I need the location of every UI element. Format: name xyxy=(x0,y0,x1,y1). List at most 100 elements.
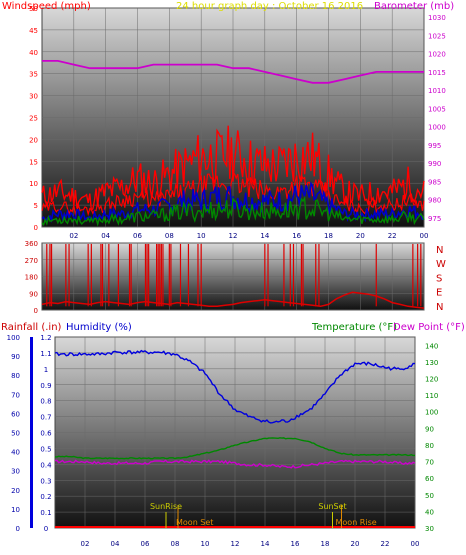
baro-y-tick: 1010 xyxy=(428,87,446,95)
direction-y-tick: 180 xyxy=(25,274,38,282)
temperature-y-axis: 30 40 50 60 70 80 90 100 110 120 130 140 xyxy=(425,342,438,533)
rainfall-y-tick: 1.1 xyxy=(40,350,51,358)
compass-letter: N xyxy=(436,245,443,256)
rainfall-y-tick: 0.7 xyxy=(40,414,51,422)
baro-y-tick: 1005 xyxy=(428,105,446,113)
barometer-series-line xyxy=(42,60,424,84)
temp-x-tick: 02 xyxy=(81,540,90,548)
rainfall-y-tick: 0.6 xyxy=(40,430,52,438)
humidity-series-line xyxy=(54,349,416,424)
humidity-y-tick: 60 xyxy=(11,410,20,418)
humidity-y-tick: 90 xyxy=(11,353,20,361)
wind-y-tick: 25 xyxy=(29,115,38,123)
temperature-y-tick: 110 xyxy=(425,392,438,400)
temperature-y-tick: 90 xyxy=(425,425,434,433)
humidity-y-tick: 10 xyxy=(11,506,20,514)
rainfall-y-tick: 0 xyxy=(44,525,48,533)
rainfall-y-tick: 1 xyxy=(44,366,48,374)
sunrise-label: SunRise xyxy=(150,502,182,511)
temperature-y-tick: 80 xyxy=(425,442,434,450)
astro-markers: SunRise SunSet Moon Set Moon Rise xyxy=(150,502,377,528)
wind-x-tick: 06 xyxy=(133,232,142,240)
baro-y-tick: 985 xyxy=(428,178,441,186)
moonset-label: Moon Set xyxy=(176,518,213,527)
temperature-y-tick: 30 xyxy=(425,525,434,533)
rainfall-y-tick: 0.2 xyxy=(40,493,51,501)
wind-grid xyxy=(42,7,425,228)
rainfall-y-tick: 1.2 xyxy=(40,334,51,342)
moonrise-label: Moon Rise xyxy=(336,518,377,527)
direction-y-tick: 270 xyxy=(25,257,38,265)
direction-y-tick: 360 xyxy=(25,240,38,248)
baro-y-tick: 980 xyxy=(428,197,441,205)
temp-x-tick: 04 xyxy=(111,540,120,548)
wind-x-axis: 02 04 06 08 10 12 14 16 18 20 22 00 xyxy=(69,232,428,240)
humidity-y-tick: 0 xyxy=(16,525,20,533)
humidity-y-tick: 20 xyxy=(11,487,20,495)
gust-series-line xyxy=(41,125,425,212)
temp-x-axis: 02 04 06 08 10 12 14 16 18 20 22 00 xyxy=(81,540,420,548)
direction-y-tick: 90 xyxy=(29,290,38,298)
temp-x-tick: 14 xyxy=(261,540,270,548)
temperature-y-tick: 140 xyxy=(425,342,438,350)
temperature-series-line xyxy=(54,437,415,460)
compass-letter: E xyxy=(436,288,442,299)
baro-y-tick: 1030 xyxy=(428,14,446,22)
wind-y-tick: 10 xyxy=(29,180,38,188)
wind-y-tick: 0 xyxy=(34,224,38,232)
temperature-y-tick: 60 xyxy=(425,475,434,483)
temp-x-tick: 12 xyxy=(231,540,240,548)
humidity-y-tick: 30 xyxy=(11,468,20,476)
baro-y-tick: 1020 xyxy=(428,51,446,59)
compass-letter: W xyxy=(436,259,446,270)
wind-x-tick: 04 xyxy=(101,232,110,240)
rain-axis-bar xyxy=(30,337,33,528)
wind-x-tick: 14 xyxy=(260,232,269,240)
wind-x-tick: 20 xyxy=(356,232,365,240)
temperature-y-tick: 40 xyxy=(425,508,434,516)
humidity-y-tick: 80 xyxy=(11,372,20,380)
temp-x-tick: 10 xyxy=(201,540,210,548)
baro-y-tick: 990 xyxy=(428,160,441,168)
wind-x-tick: 10 xyxy=(197,232,206,240)
dewpoint-series-line xyxy=(54,459,416,469)
temp-x-tick: 08 xyxy=(171,540,180,548)
temperature-y-tick: 120 xyxy=(425,376,438,384)
humidity-y-axis: 0 10 20 30 40 50 60 70 80 90 100 xyxy=(7,334,20,533)
temp-x-tick: 06 xyxy=(141,540,150,548)
windspeed-title: Windspeed (mph) xyxy=(2,1,91,12)
wind-x-tick: 12 xyxy=(229,232,238,240)
rainfall-title: Rainfall (.in) xyxy=(1,322,62,333)
temp-x-tick: 20 xyxy=(351,540,360,548)
baro-y-tick: 975 xyxy=(428,215,441,223)
baro-y-axis: 975 980 985 990 995 1000 1005 1010 1015 1020 1025 1… xyxy=(428,14,446,223)
direction-y-tick: 0 xyxy=(34,307,38,315)
compass-letter: N xyxy=(436,302,443,313)
temperature-y-tick: 70 xyxy=(425,459,434,467)
rainfall-y-tick: 0.9 xyxy=(40,382,51,390)
temp-x-tick: 18 xyxy=(321,540,330,548)
temperature-title: Temperature (°F) xyxy=(311,322,397,333)
wind-y-axis: 0 5 10 15 20 25 30 35 40 45 50 xyxy=(29,5,38,232)
temp-x-tick: 00 xyxy=(411,540,420,548)
wind-y-tick: 35 xyxy=(29,71,38,79)
baro-y-tick: 1025 xyxy=(428,32,446,40)
humidity-y-tick: 40 xyxy=(11,449,20,457)
wind-y-tick: 30 xyxy=(29,93,38,101)
temperature-y-tick: 100 xyxy=(425,409,438,417)
baro-y-tick: 995 xyxy=(428,142,441,150)
dewpoint-title: Dew Point (°F) xyxy=(393,322,465,333)
temp-humidity-grid xyxy=(55,336,416,529)
wind-x-tick: 16 xyxy=(292,232,301,240)
wind-y-tick: 40 xyxy=(29,49,38,57)
humidity-title: Humidity (%) xyxy=(66,322,132,333)
rainfall-y-tick: 0.1 xyxy=(40,509,51,517)
humidity-y-tick: 70 xyxy=(11,391,20,399)
wind-y-tick: 20 xyxy=(29,136,38,144)
wind-x-tick: 08 xyxy=(165,232,174,240)
temperature-y-tick: 50 xyxy=(425,492,434,500)
sunset-label: SunSet xyxy=(318,502,346,511)
direction-series-line xyxy=(41,291,425,309)
wind-y-tick: 45 xyxy=(29,27,38,35)
wind-series-line xyxy=(41,173,425,217)
